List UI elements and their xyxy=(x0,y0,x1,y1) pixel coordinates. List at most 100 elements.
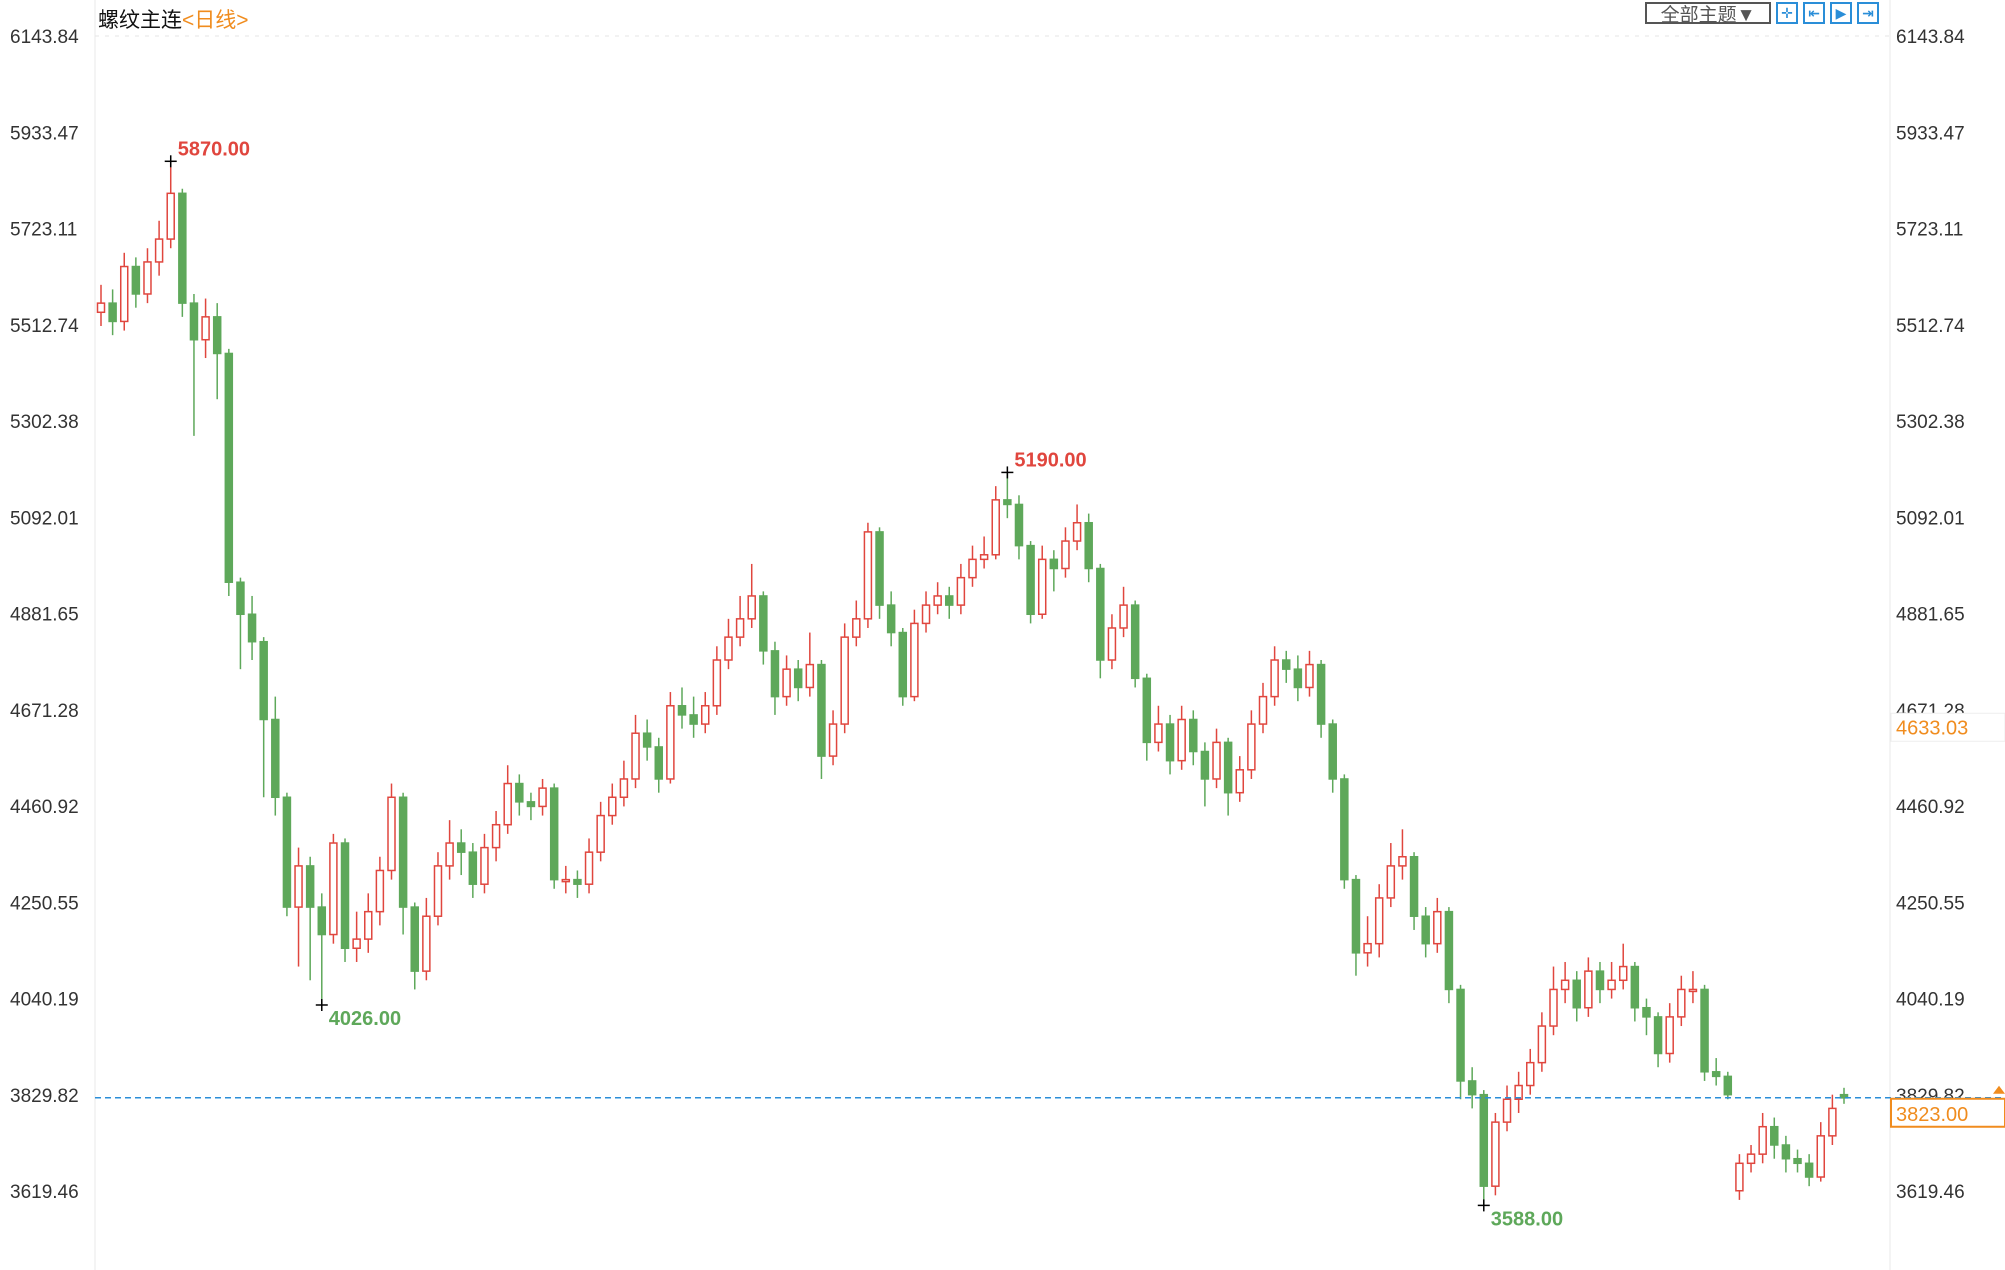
candle-body xyxy=(1456,988,1465,1082)
candle-body xyxy=(1828,1107,1837,1137)
candle xyxy=(1072,504,1082,551)
candle xyxy=(433,852,443,926)
candle xyxy=(1549,966,1558,1036)
candle xyxy=(689,696,698,738)
y-tick-right: 5302.38 xyxy=(1896,412,1965,433)
candle xyxy=(1514,1071,1523,1113)
symbol-name: 螺纹主连 xyxy=(98,9,182,32)
candle-body xyxy=(178,192,187,304)
candle-body xyxy=(573,878,582,885)
candle-body xyxy=(1560,979,1570,991)
candle xyxy=(608,783,617,825)
candle-body xyxy=(131,265,141,295)
candle-body xyxy=(143,261,152,295)
candle-body xyxy=(1177,718,1186,762)
candle-body xyxy=(793,668,803,689)
candle-body xyxy=(1258,695,1268,725)
candle xyxy=(445,820,454,880)
candle xyxy=(1816,1122,1826,1182)
candle-body xyxy=(433,865,443,917)
candle xyxy=(735,595,745,647)
candle xyxy=(793,660,803,702)
candle xyxy=(1572,971,1581,1022)
candle-body xyxy=(236,581,245,616)
y-tick-left: 3829.82 xyxy=(10,1086,79,1107)
last-price-box xyxy=(1890,1097,2005,1128)
candle-body xyxy=(1096,567,1105,661)
candle xyxy=(956,563,966,615)
candle-body xyxy=(1142,677,1152,744)
candle xyxy=(398,792,408,935)
candle-body xyxy=(642,732,652,748)
candle-body xyxy=(1363,942,1372,954)
candle-body xyxy=(1630,965,1640,1009)
candle xyxy=(828,710,838,766)
candle xyxy=(1014,495,1024,560)
candle-body xyxy=(1723,1075,1733,1096)
candle-body xyxy=(259,640,268,721)
candle-body xyxy=(584,851,594,885)
candle xyxy=(1119,586,1128,638)
candle xyxy=(1804,1154,1814,1187)
candle xyxy=(549,783,559,889)
candle xyxy=(840,623,849,734)
candle xyxy=(724,618,733,670)
candle-body xyxy=(1305,663,1314,689)
jump-latest-icon[interactable]: ⇥ xyxy=(1857,2,1879,24)
candle-body xyxy=(1247,723,1256,771)
candle xyxy=(1723,1071,1733,1100)
candle xyxy=(1502,1085,1512,1132)
candle xyxy=(1770,1117,1779,1159)
candle xyxy=(1781,1135,1791,1173)
candle-body xyxy=(608,796,617,817)
candle xyxy=(933,582,942,615)
zoom-range-icon[interactable]: ⇤ xyxy=(1803,2,1825,24)
candle-body xyxy=(1130,604,1140,680)
crosshair-icon[interactable]: ✛ xyxy=(1776,2,1798,24)
candle xyxy=(1746,1144,1756,1173)
candle-body xyxy=(1758,1125,1767,1155)
candle xyxy=(1189,710,1198,766)
hover-price-box xyxy=(1890,712,2005,742)
candle xyxy=(991,486,1000,560)
candle xyxy=(863,522,873,628)
candle xyxy=(1281,650,1291,683)
candle xyxy=(1247,710,1256,779)
y-tick-left: 4040.19 xyxy=(10,990,79,1011)
candle xyxy=(631,714,640,789)
candle-body xyxy=(875,531,884,606)
candle xyxy=(1595,961,1605,1004)
candle xyxy=(1735,1154,1744,1200)
period-label[interactable]: <日线> xyxy=(182,9,249,32)
candle-body xyxy=(1026,544,1035,616)
candle xyxy=(1212,728,1221,789)
candle-body xyxy=(445,842,454,867)
candle xyxy=(1049,550,1059,592)
chart-toolbar: 全部主题▼ ✛ ⇤ ▶ ⇥ xyxy=(1645,2,1879,26)
candle xyxy=(619,760,629,807)
candle xyxy=(1630,961,1640,1022)
candle xyxy=(526,792,536,821)
theme-select[interactable]: 全部主题▼ xyxy=(1645,2,1771,26)
candle-body xyxy=(1037,558,1047,616)
candle xyxy=(236,577,245,670)
candle xyxy=(422,897,431,981)
candle xyxy=(1793,1149,1802,1173)
candle xyxy=(1433,897,1442,953)
candle xyxy=(1316,660,1326,738)
candle-body xyxy=(1467,1080,1477,1096)
candle xyxy=(1154,705,1163,752)
candle-body xyxy=(979,554,989,561)
candle-body xyxy=(817,663,826,757)
candle-body xyxy=(1688,988,1698,993)
candle-body xyxy=(1781,1144,1791,1160)
candle-body xyxy=(1595,970,1605,991)
play-step-icon[interactable]: ▶ xyxy=(1830,2,1852,24)
candle-body xyxy=(886,604,896,634)
y-tick-left: 5933.47 xyxy=(10,123,79,144)
candle-body xyxy=(1281,659,1291,670)
candle xyxy=(1328,719,1337,793)
candle-body xyxy=(108,302,117,323)
candle xyxy=(1421,907,1430,958)
